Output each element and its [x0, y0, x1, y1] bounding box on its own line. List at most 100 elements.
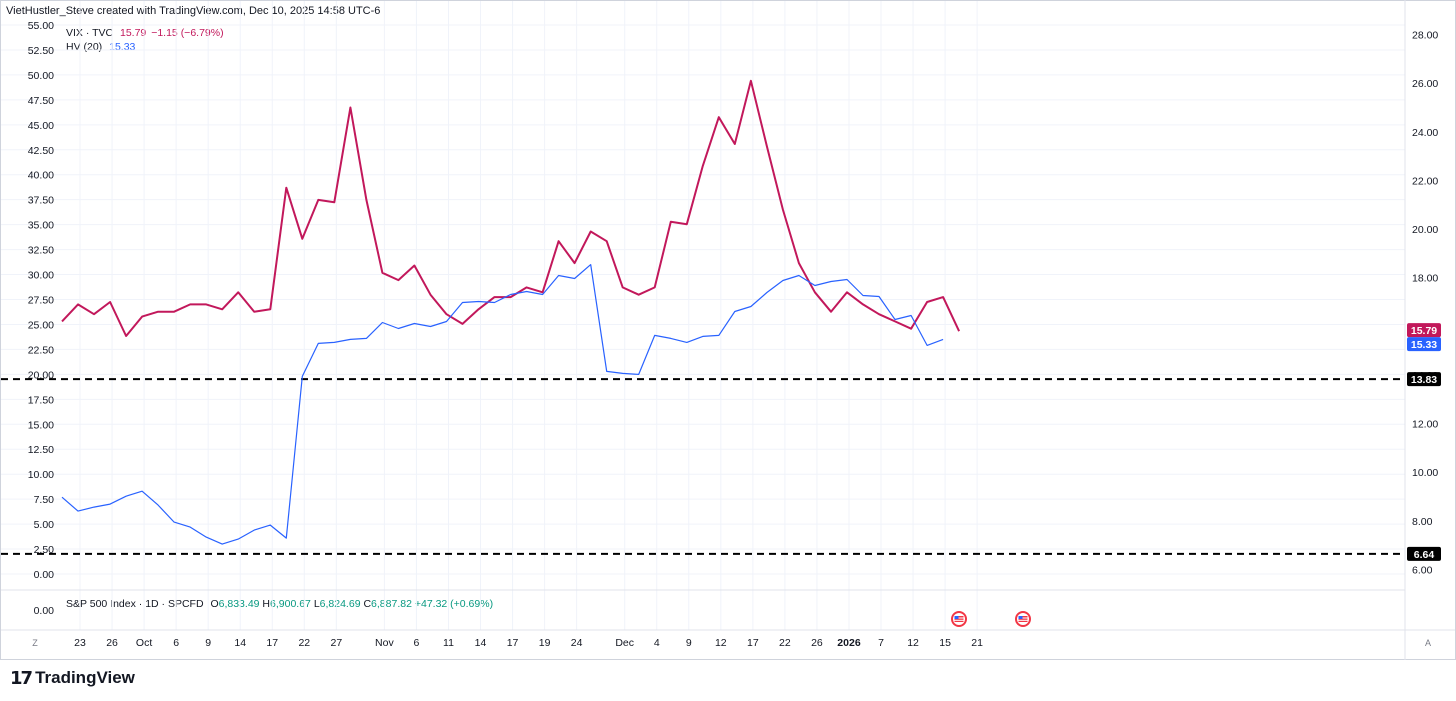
level-badge-high: 13.83 — [1411, 374, 1437, 386]
left-axis-tick-label: 12.50 — [28, 444, 54, 456]
time-axis-tick-label: 6 — [173, 637, 179, 649]
spx-close-value: 6,887.82 — [371, 598, 412, 610]
spx-legend-name: S&P 500 Index · 1D · SPCFD — [66, 598, 204, 610]
auto-scale-a-label[interactable]: A — [1425, 638, 1431, 648]
series-line-vix — [61, 79, 961, 337]
right-axis-tick-label: 12.00 — [1412, 419, 1438, 431]
time-axis-tick-label: 24 — [571, 637, 583, 649]
time-axis-tick-label: 17 — [747, 637, 759, 649]
series-line-hv — [61, 264, 944, 545]
left-axis-tick-label: 35.00 — [28, 220, 54, 232]
time-axis-tick-label: 19 — [539, 637, 551, 649]
tradingview-logo: 17 TradingView — [10, 667, 135, 689]
tradingview-logo-text: TradingView — [35, 668, 135, 687]
left-axis-tick-label: 27.50 — [28, 295, 54, 307]
right-axis-tick-label: 28.00 — [1412, 30, 1438, 42]
time-axis-tick-label: 11 — [443, 637, 454, 649]
chart-attribution: VietHustler_Steve created with TradingVi… — [6, 5, 381, 17]
time-axis-tick-label: 21 — [971, 637, 983, 649]
right-axis-tick-label: 8.00 — [1412, 516, 1433, 528]
spx-open-label: O — [210, 598, 219, 610]
left-axis-tick-label: 20.00 — [28, 369, 54, 381]
event-markers[interactable] — [951, 611, 1031, 627]
right-axis-tick-label: 20.00 — [1412, 224, 1438, 236]
horizontal-levels — [1, 378, 1405, 555]
vix-price-badge: 15.79 — [1411, 325, 1437, 337]
time-axis-tick-label: 7 — [878, 637, 884, 649]
timezone-z-label[interactable]: Z — [32, 638, 38, 648]
time-axis-tick-label: 12 — [715, 637, 727, 649]
left-axis-tick-label: 45.00 — [28, 120, 54, 132]
right-axis-tick-label: 24.00 — [1412, 127, 1438, 139]
vix-legend[interactable]: VIX · TVC 15.79 −1.15 (−6.79%) — [66, 27, 224, 39]
series-lines — [61, 79, 961, 545]
level-badge-high-bg — [1407, 372, 1441, 387]
grid — [1, 1, 1405, 630]
left-axis-tick-label: 37.50 — [28, 195, 54, 207]
hv-price-badge: 15.33 — [1411, 339, 1437, 351]
left-axis-tick-label: 0.00 — [34, 569, 55, 581]
left-axis-tick-label: 55.00 — [28, 20, 54, 32]
price-badges: 15.79 15.33 13.83 6.64 — [1407, 323, 1441, 561]
time-axis-tick-label: Oct — [136, 637, 152, 649]
us-flag-event-icon[interactable] — [951, 611, 967, 627]
left-axis-tick-label: 52.50 — [28, 45, 54, 57]
time-axis-tick-label: 2026 — [837, 637, 861, 649]
right-axis: 6.008.0010.0012.0014.0016.0018.0020.0022… — [1412, 30, 1438, 577]
time-axis-tick-label: 26 — [106, 637, 118, 649]
chart-svg[interactable]: 0.002.505.007.5010.0012.5015.0017.5020.0… — [0, 0, 1456, 660]
time-axis-tick-label: 17 — [266, 637, 278, 649]
time-axis-tick-label: 26 — [811, 637, 823, 649]
time-axis-tick-label: 14 — [475, 637, 487, 649]
time-axis-tick-label: 15 — [939, 637, 951, 649]
vix-legend-value: 15.79 — [120, 27, 147, 39]
right-axis-tick-label: 26.00 — [1412, 78, 1438, 90]
left-axis-tick-label: 5.00 — [34, 519, 55, 531]
level-badge-low-bg — [1407, 546, 1441, 561]
spx-change: +47.32 (+0.69%) — [414, 598, 494, 610]
tradingview-logo-mark: 17 — [10, 667, 33, 689]
left-axis-tick-label: 22.50 — [28, 344, 54, 356]
spx-high-value: 6,900.67 — [270, 598, 311, 610]
time-axis-tick-label: 22 — [298, 637, 310, 649]
left-axis-tick-label: 42.50 — [28, 145, 54, 157]
time-axis-tick-label: 27 — [330, 637, 342, 649]
left-axis-tick-label: 30.00 — [28, 270, 54, 282]
left-axis-tick-label: 17.50 — [28, 394, 54, 406]
vix-legend-change: −1.15 (−6.79%) — [151, 27, 224, 39]
left-axis-tick-label: 32.50 — [28, 245, 54, 257]
level-badge-low: 6.64 — [1414, 549, 1435, 561]
time-axis-tick-label: Nov — [375, 637, 394, 649]
left-axis-tick-label: 25.00 — [28, 319, 54, 331]
left-axis-tick-label: 7.50 — [34, 494, 55, 506]
time-axis-tick-label: 14 — [234, 637, 246, 649]
right-axis-tick-label: 18.00 — [1412, 273, 1438, 285]
time-axis-tick-label: 4 — [654, 637, 660, 649]
spx-high-label: H — [262, 598, 271, 610]
time-axis-tick-label: Dec — [615, 637, 634, 649]
left-axis-tick-label: 15.00 — [28, 419, 54, 431]
spx-legend[interactable]: S&P 500 Index · 1D · SPCFD O6,833.49 H6,… — [66, 598, 493, 610]
vix-price-badge-bg — [1407, 323, 1441, 338]
spx-open-value: 6,833.49 — [218, 598, 260, 610]
spx-low-label: L — [313, 598, 320, 610]
time-axis-tick-label: 9 — [686, 637, 692, 649]
right-axis-tick-label: 10.00 — [1412, 467, 1438, 479]
spx-low-value: 6,824.69 — [319, 598, 361, 610]
right-axis-tick-label: 6.00 — [1412, 564, 1433, 576]
left-axis: 0.002.505.007.5010.0012.5015.0017.5020.0… — [28, 20, 54, 581]
spx-close-label: C — [363, 598, 372, 610]
left-axis-tick-label: 40.00 — [28, 170, 54, 182]
time-axis-tick-label: 23 — [74, 637, 86, 649]
vix-legend-name: VIX · TVC — [66, 27, 114, 39]
right-axis-tick-label: 22.00 — [1412, 175, 1438, 187]
left-axis-tick-label: 47.50 — [28, 95, 54, 107]
time-axis-tick-label: 6 — [414, 637, 420, 649]
left-axis-tick-label: 50.00 — [28, 70, 54, 82]
left-axis-tick-label: 10.00 — [28, 469, 54, 481]
us-flag-event-icon[interactable] — [1015, 611, 1031, 627]
time-axis-tick-label: 12 — [907, 637, 919, 649]
time-axis: 23 26 Oct 6 9 14 17 22 27 Nov 6 11 14 17 19 24 Dec 4 9 12 17… — [74, 637, 983, 649]
time-axis-tick-label: 17 — [507, 637, 519, 649]
time-axis-tick-label: 22 — [779, 637, 791, 649]
